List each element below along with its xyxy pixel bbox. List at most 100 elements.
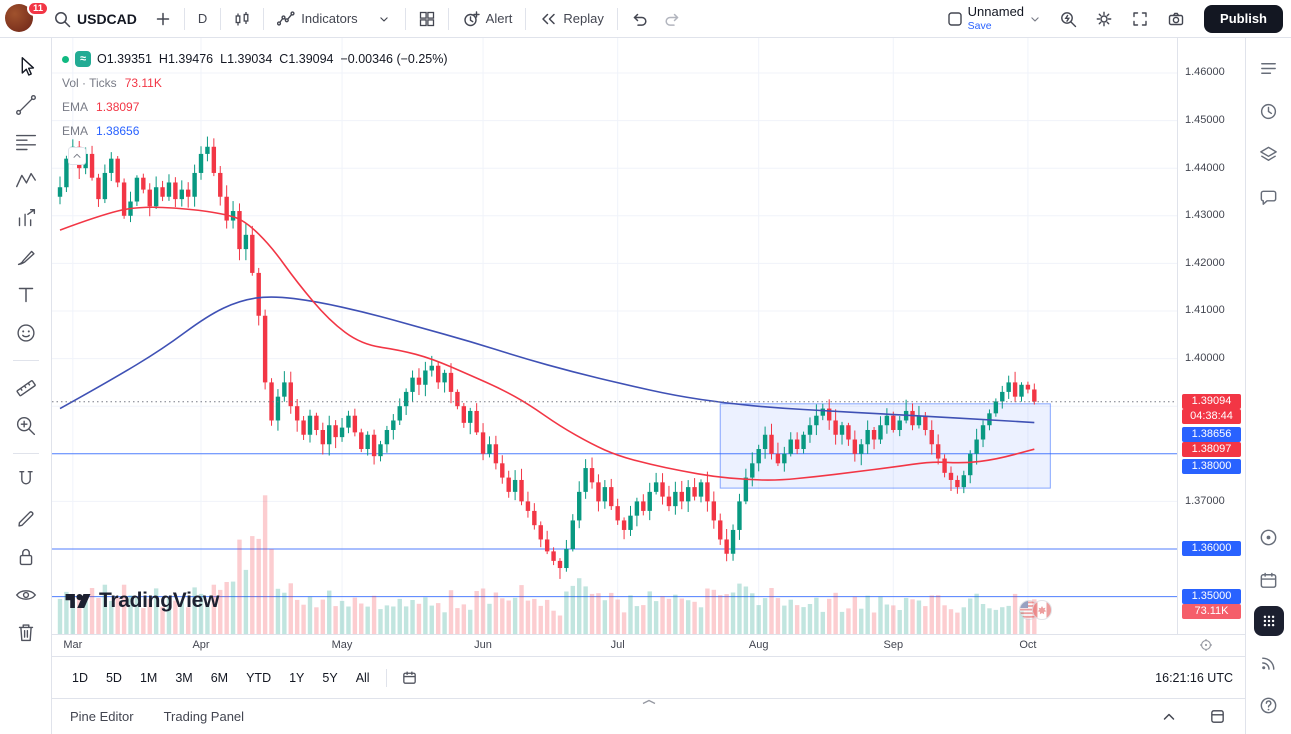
user-menu[interactable]: 11 <box>5 0 50 34</box>
publish-button[interactable]: Publish <box>1204 4 1283 33</box>
redo-button[interactable] <box>657 5 689 33</box>
measure-tool[interactable] <box>9 372 43 404</box>
hide-all-tool[interactable] <box>9 579 43 611</box>
price-axis[interactable]: 1.46000 1.45000 1.44000 1.43000 1.42000 1.410… <box>1177 38 1246 634</box>
object-tree-button[interactable] <box>1252 137 1286 171</box>
range-5y-button[interactable]: 5Y <box>314 667 345 689</box>
snapshot-button[interactable] <box>1160 5 1192 33</box>
forecast-tool[interactable] <box>9 203 43 235</box>
calendar-button[interactable] <box>1252 563 1286 597</box>
level-label: 1.36000 <box>1182 541 1241 557</box>
signal-icon <box>1258 652 1279 673</box>
chart-area: 1.46000 1.45000 1.44000 1.43000 1.42000 1.410… <box>52 38 1245 656</box>
watchlist-button[interactable] <box>1252 51 1286 85</box>
candlestick-icon <box>233 10 251 28</box>
remove-all-tool[interactable] <box>9 617 43 649</box>
brush-tool[interactable] <box>9 241 43 273</box>
layout-save-button[interactable]: Unnamed Save <box>940 4 1048 34</box>
indicators-icon <box>277 10 295 28</box>
symbol-search-button[interactable]: USDCAD <box>45 5 145 33</box>
quick-search-button[interactable] <box>1052 5 1084 33</box>
last-price-label: 1.39094 <box>1182 394 1241 410</box>
toolbar-separator <box>385 668 387 687</box>
save-link[interactable]: Save <box>967 19 992 32</box>
cursor-icon <box>13 54 39 80</box>
tab-trading-panel[interactable]: Trading Panel <box>164 699 244 734</box>
ema-slow-legend-row[interactable]: EMA 1.38656 <box>62 119 448 143</box>
chat-button[interactable] <box>1252 180 1286 214</box>
layout-grid-button[interactable] <box>411 5 443 33</box>
lock-all-tool[interactable] <box>9 541 43 573</box>
indicators-label: Indicators <box>301 11 358 26</box>
pencil-icon <box>13 506 39 532</box>
interval-button[interactable]: D <box>190 5 215 33</box>
zoom-icon <box>13 413 39 439</box>
range-1d-button[interactable]: 1D <box>64 667 96 689</box>
range-1m-button[interactable]: 1M <box>132 667 165 689</box>
currency-pair-flags <box>1018 598 1054 622</box>
magnet-tool[interactable] <box>9 465 43 497</box>
calendar-icon <box>401 669 418 686</box>
help-icon <box>1258 695 1279 716</box>
cursor-tool[interactable] <box>9 51 43 83</box>
range-5d-button[interactable]: 5D <box>98 667 130 689</box>
chart-settings-button[interactable] <box>1088 5 1120 33</box>
alert-button[interactable]: Alert <box>454 5 521 33</box>
month-label: Aug <box>748 639 769 651</box>
clock[interactable]: 16:21:16 UTC <box>1155 670 1233 685</box>
fullscreen-button[interactable] <box>1124 5 1156 33</box>
range-1y-button[interactable]: 1Y <box>281 667 312 689</box>
emoji-tool[interactable] <box>9 317 43 349</box>
bar-countdown-label: 04:38:44 <box>1182 409 1241 425</box>
range-6m-button[interactable]: 6M <box>203 667 236 689</box>
layout-icon <box>946 10 964 28</box>
ideas-button[interactable] <box>1252 520 1286 554</box>
interval-label: D <box>197 11 208 26</box>
indicator-templates-button[interactable] <box>368 5 400 33</box>
ema-label: EMA <box>62 124 89 138</box>
toolbar-separator <box>404 7 406 30</box>
maximize-panel-button[interactable] <box>1201 703 1233 731</box>
zoom-tool[interactable] <box>9 410 43 442</box>
right-sidebar <box>1245 38 1291 734</box>
panel-resize-grip[interactable] <box>640 698 658 706</box>
scroll-to-recent-icon[interactable] <box>1198 637 1214 653</box>
range-ytd-button[interactable]: YTD <box>238 667 279 689</box>
ohlc-values: O1.39351 H1.39476 L1.39034 C1.39094 −0.00346… <box>97 52 448 66</box>
trend-line-tool[interactable] <box>9 89 43 121</box>
pattern-tool[interactable] <box>9 165 43 197</box>
price-chart[interactable] <box>52 38 1177 634</box>
range-all-button[interactable]: All <box>348 667 378 689</box>
eye-icon <box>13 582 39 608</box>
toolbar-divider <box>12 453 39 454</box>
ohlc-h: H1.39476 <box>158 52 214 66</box>
range-3m-button[interactable]: 3M <box>167 667 200 689</box>
volume-legend-row[interactable]: Vol · Ticks 73.11K <box>62 71 448 95</box>
open-panel-button[interactable] <box>1153 703 1185 731</box>
draw-tool[interactable] <box>9 503 43 535</box>
symbol-legend-row[interactable]: ≈ O1.39351 H1.39476 L1.39034 C1.39094 −0.003… <box>62 47 448 71</box>
toolbar-separator <box>525 7 527 30</box>
search-icon <box>53 10 71 28</box>
help-button[interactable] <box>1252 688 1286 722</box>
text-icon <box>13 282 39 308</box>
clock2-icon <box>1258 101 1279 122</box>
undo-button[interactable] <box>623 5 655 33</box>
text-tool[interactable] <box>9 279 43 311</box>
alerts-button[interactable] <box>1252 94 1286 128</box>
data-feed-button[interactable] <box>1252 645 1286 679</box>
toolbar-divider <box>12 360 39 361</box>
circledot-icon <box>1258 527 1279 548</box>
tab-pine-editor[interactable]: Pine Editor <box>70 699 134 734</box>
apps-grid-button[interactable] <box>1253 606 1284 636</box>
indicators-button[interactable]: Indicators <box>269 5 365 33</box>
replay-button[interactable]: Replay <box>531 5 611 33</box>
compare-add-button[interactable] <box>147 5 179 33</box>
legend-collapse-button[interactable] <box>68 147 86 165</box>
fib-retracement-tool[interactable] <box>9 127 43 159</box>
go-to-date-button[interactable] <box>395 665 425 691</box>
ema-fast-legend-row[interactable]: EMA 1.38097 <box>62 95 448 119</box>
chart-type-button[interactable] <box>226 5 258 33</box>
time-axis[interactable]: Mar Apr May Jun Jul Aug Sep Oct <box>52 634 1245 657</box>
